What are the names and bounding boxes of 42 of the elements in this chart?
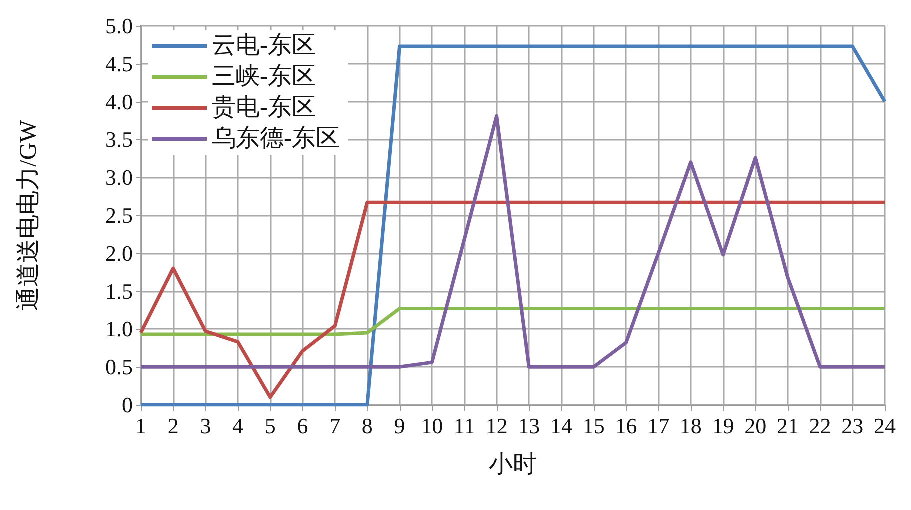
y-tick-label: 5.0 [106,14,133,38]
x-tick-label: 16 [615,414,638,438]
x-axis-title: 小时 [489,452,537,478]
x-tick-label: 13 [518,414,540,438]
y-tick-label: 2.5 [106,203,133,228]
y-tick-label: 2.0 [106,240,133,266]
y-tick-label: 3.0 [106,165,133,190]
x-tick-label: 2 [168,414,179,438]
x-tick-label: 7 [330,414,341,438]
y-tick-label: 0 [122,392,133,418]
x-tick-label: 9 [394,414,406,438]
x-tick-label: 8 [362,414,373,438]
y-tick-label: 0.5 [106,354,133,380]
x-tick-label: 17 [648,414,670,438]
x-tick-label: 5 [264,414,276,438]
y-tick-label: 1.5 [106,278,133,304]
x-tick-label: 12 [486,414,508,438]
x-tick-label: 14 [550,414,573,438]
legend-label: 乌东德-东区 [212,125,340,152]
legend-label: 三峡-东区 [212,63,316,90]
x-tick-label: 18 [680,414,702,438]
x-tick-label: 22 [809,414,832,438]
y-tick-label: 3.5 [106,127,133,152]
line-series [139,200,887,400]
x-tick-label: 21 [776,414,799,438]
y-tick-label: 1.0 [106,316,133,342]
x-tick-label: 4 [232,414,244,438]
legend-label: 云电-东区 [212,32,316,59]
y-axis-title: 通道送电电力/GW [16,120,42,311]
x-tick-label: 10 [421,414,444,438]
legend-label: 贵电-东区 [212,94,316,121]
x-tick-label: 15 [582,414,605,438]
x-tick-label: 20 [744,414,767,438]
y-tick-label: 4.5 [106,51,133,76]
x-tick-label: 19 [712,414,734,438]
x-tick-label: 23 [842,414,864,438]
x-tick-label: 1 [136,414,146,438]
x-tick-label: 24 [874,414,896,438]
x-tick-label: 3 [200,414,212,438]
x-tick-label: 6 [297,414,308,438]
x-tick-label: 11 [454,414,476,438]
y-tick-label: 4.0 [106,89,133,114]
